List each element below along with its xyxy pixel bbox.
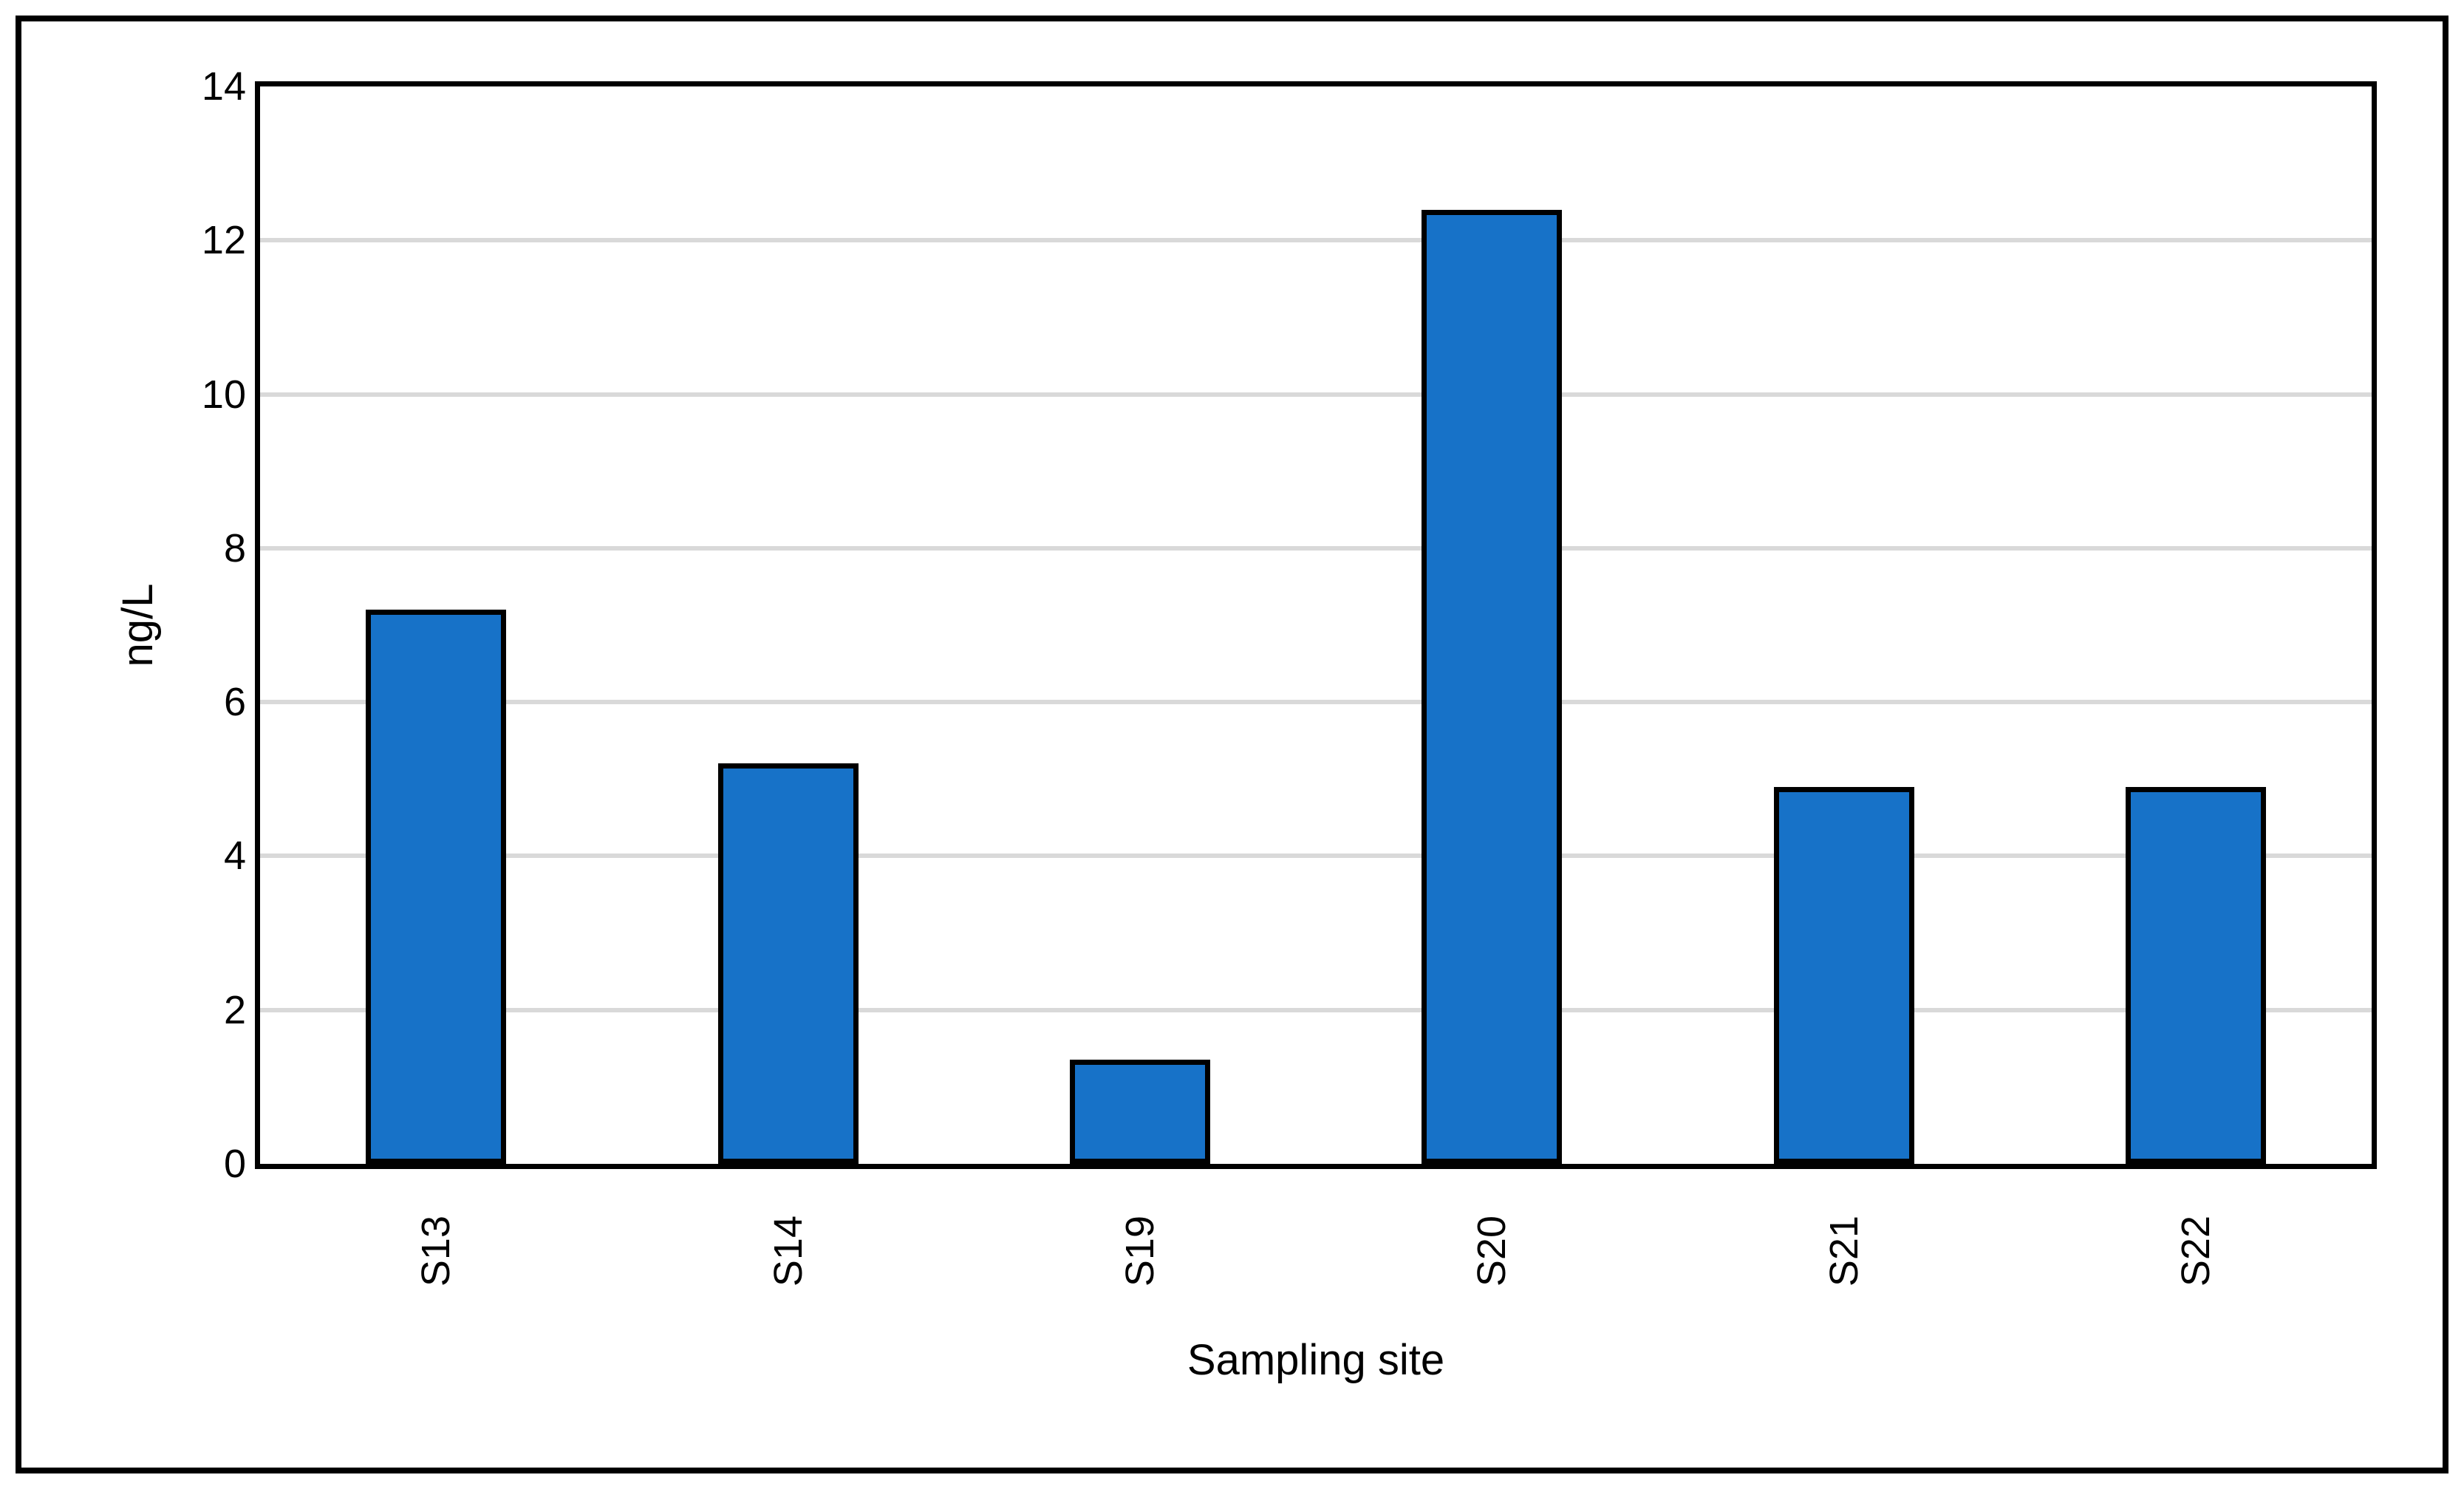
- gridline-y-8: [260, 545, 2372, 551]
- gridline-y-2: [260, 1007, 2372, 1012]
- gridline-y-10: [260, 392, 2372, 397]
- x-tick-label-S22: S22: [2173, 1216, 2218, 1287]
- y-tick-label-2: 2: [223, 987, 246, 1032]
- bar-S21: [1773, 786, 1914, 1164]
- gridline-y-6: [260, 700, 2372, 705]
- y-tick-label-14: 14: [201, 64, 246, 109]
- y-axis-title: ng/L: [114, 583, 162, 667]
- bar-S14: [717, 763, 859, 1164]
- x-tick-label-S19: S19: [1117, 1216, 1162, 1287]
- x-tick-label-S13: S13: [414, 1216, 459, 1287]
- y-tick-label-12: 12: [201, 218, 246, 263]
- gridline-y-4: [260, 853, 2372, 859]
- bar-S22: [2125, 786, 2266, 1164]
- plot-area: [255, 81, 2377, 1169]
- x-tick-label-S20: S20: [1470, 1216, 1515, 1287]
- y-tick-label-4: 4: [223, 834, 246, 879]
- y-tick-label-6: 6: [223, 680, 246, 725]
- y-tick-label-0: 0: [223, 1142, 246, 1186]
- gridline-y-12: [260, 238, 2372, 243]
- x-tick-label-S14: S14: [765, 1216, 810, 1287]
- bar-S13: [366, 610, 507, 1164]
- x-tick-label-S21: S21: [1821, 1216, 1866, 1287]
- y-tick-label-10: 10: [201, 372, 246, 417]
- bar-S19: [1069, 1060, 1210, 1164]
- y-tick-label-8: 8: [223, 525, 246, 570]
- bar-S20: [1422, 209, 1563, 1164]
- x-axis-title: Sampling site: [1187, 1336, 1445, 1384]
